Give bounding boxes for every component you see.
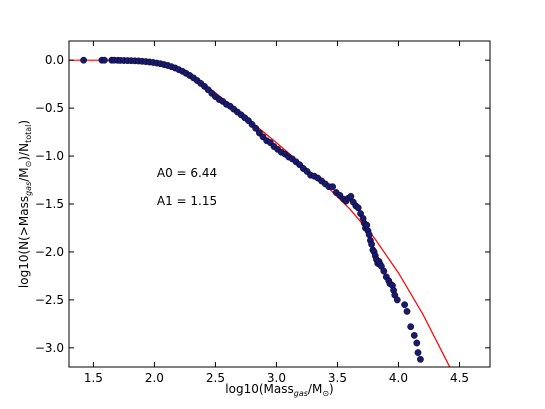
x-tick-label: 4.0 [389,371,408,385]
plot-frame [68,40,491,368]
data-point [380,267,388,275]
data-point [393,296,401,304]
y-tick-label: −2.0 [35,245,64,259]
x-tick-label: 2.0 [145,371,164,385]
data-point [101,56,108,64]
data-point [363,221,371,229]
y-tick-label: −3.0 [35,341,64,355]
y-tick-label: −1.5 [35,197,64,211]
annotation-a1: A1 = 1.15 [157,194,217,208]
y-tick-label: 0.0 [45,53,64,67]
data-point [403,307,411,315]
y-axis-label: log10(N(>Massgas/M⊙)/Ntotal) [17,120,33,288]
x-tick-label: 3.0 [267,371,286,385]
data-point [401,301,408,309]
data-point [368,240,375,248]
data-point [252,124,260,132]
fit-curve [69,59,451,368]
x-axis-label: log10(Massgas/M⊙) [225,382,333,398]
data-point [410,331,418,339]
x-tick-label: 2.5 [206,371,225,385]
points-layer [80,56,424,363]
data-point [354,204,362,212]
fit-curve-layer [69,59,451,368]
data-point [329,183,336,191]
y-tick-label: −2.5 [35,293,64,307]
x-tick-label: 4.5 [450,371,469,385]
data-point [365,231,373,239]
data-point [80,56,88,64]
data-point [407,323,415,331]
data-point [347,192,355,200]
data-point [414,349,422,356]
data-point [413,339,421,347]
annotation-a0: A0 = 6.44 [157,166,217,180]
y-tick-label: −1.0 [35,149,64,163]
y-tick-label: −0.5 [35,101,64,115]
x-tick-label: 1.5 [84,371,103,385]
data-point [416,355,424,363]
y-axis: 0.0 −0.5 −1.0 −1.5 −2.0 −2.5 −3.0 [35,53,490,355]
x-axis: 1.5 2.0 2.5 3.0 3.5 4.0 4.5 [84,41,469,385]
x-tick-label: 3.5 [328,371,347,385]
